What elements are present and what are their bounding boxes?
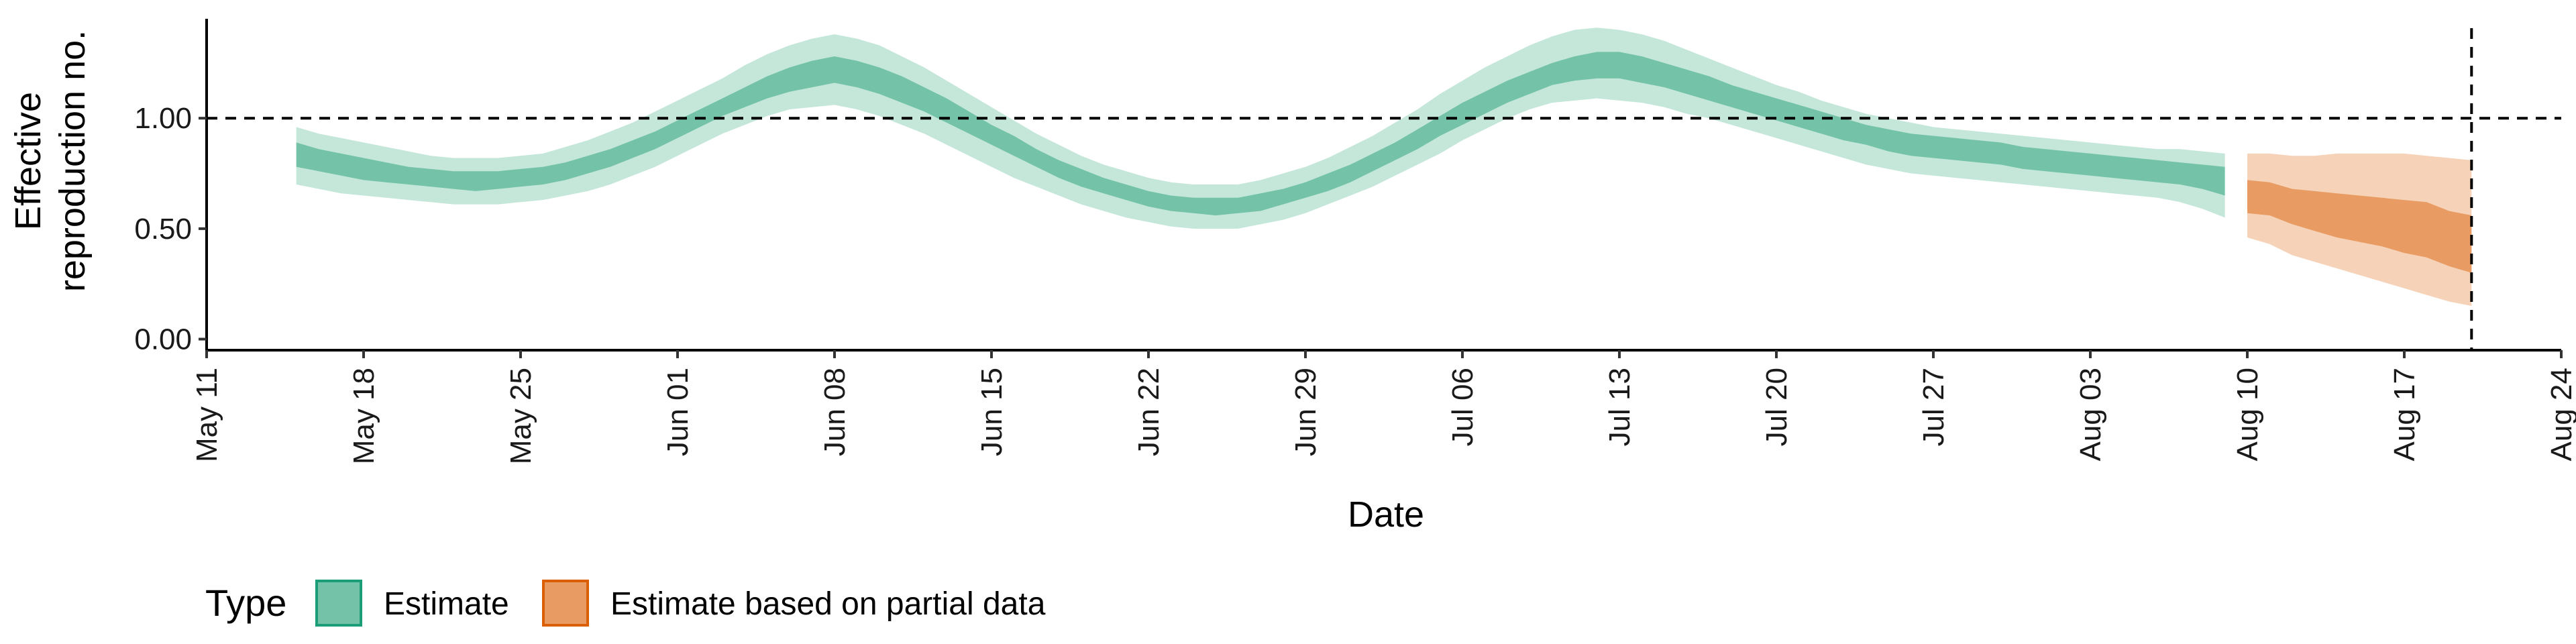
x-tick-label: Jun 15 xyxy=(975,368,1008,456)
y-axis-ticks: 0.00 0.50 1.00 xyxy=(134,102,207,356)
inner-band-layer xyxy=(296,52,2472,273)
x-tick-label: May 25 xyxy=(504,368,537,464)
inner-band-estimate xyxy=(296,52,2225,216)
legend-title: Type xyxy=(205,582,286,624)
plot-area xyxy=(207,28,2561,350)
x-tick-label: Aug 17 xyxy=(2388,368,2421,461)
x-tick-label: Aug 10 xyxy=(2231,368,2264,461)
y-tick-label: 1.00 xyxy=(134,102,192,135)
x-tick-label: Jun 01 xyxy=(661,368,694,456)
x-tick-label: Jun 29 xyxy=(1289,368,1322,456)
x-axis-ticks: May 11 May 18 May 25 Jun 01 Jun 08 Jun 15 Jun … xyxy=(191,350,2576,464)
inner-band-partial-data xyxy=(2247,180,2472,273)
y-tick-label: 0.00 xyxy=(134,323,192,356)
y-tick-label: 0.50 xyxy=(134,213,192,246)
x-tick-label: Jul 20 xyxy=(1760,368,1793,446)
x-tick-label: Aug 24 xyxy=(2545,368,2576,461)
x-tick-label: May 18 xyxy=(347,368,380,464)
legend: Type Estimate Estimate based on partial … xyxy=(205,580,1046,627)
y-axis-title-line-2: reproduction no. xyxy=(52,30,93,292)
y-axis-title-line-1: Effective xyxy=(8,92,48,230)
x-tick-label: Jun 08 xyxy=(818,368,851,456)
x-axis-title: Date xyxy=(1348,494,1424,535)
legend-key-partial-data xyxy=(542,580,589,627)
x-tick-label: Jul 27 xyxy=(1917,368,1950,446)
y-axis-title: Effective reproduction no. xyxy=(8,30,93,292)
legend-label-estimate: Estimate xyxy=(384,586,509,622)
legend-label-partial-data: Estimate based on partial data xyxy=(610,586,1046,622)
legend-key-estimate xyxy=(315,580,362,627)
x-tick-label: Jul 06 xyxy=(1446,368,1479,446)
x-tick-label: May 11 xyxy=(191,368,223,462)
x-tick-label: Jun 22 xyxy=(1132,368,1165,456)
x-tick-label: Aug 03 xyxy=(2074,368,2107,461)
x-tick-label: Jul 13 xyxy=(1603,368,1636,446)
